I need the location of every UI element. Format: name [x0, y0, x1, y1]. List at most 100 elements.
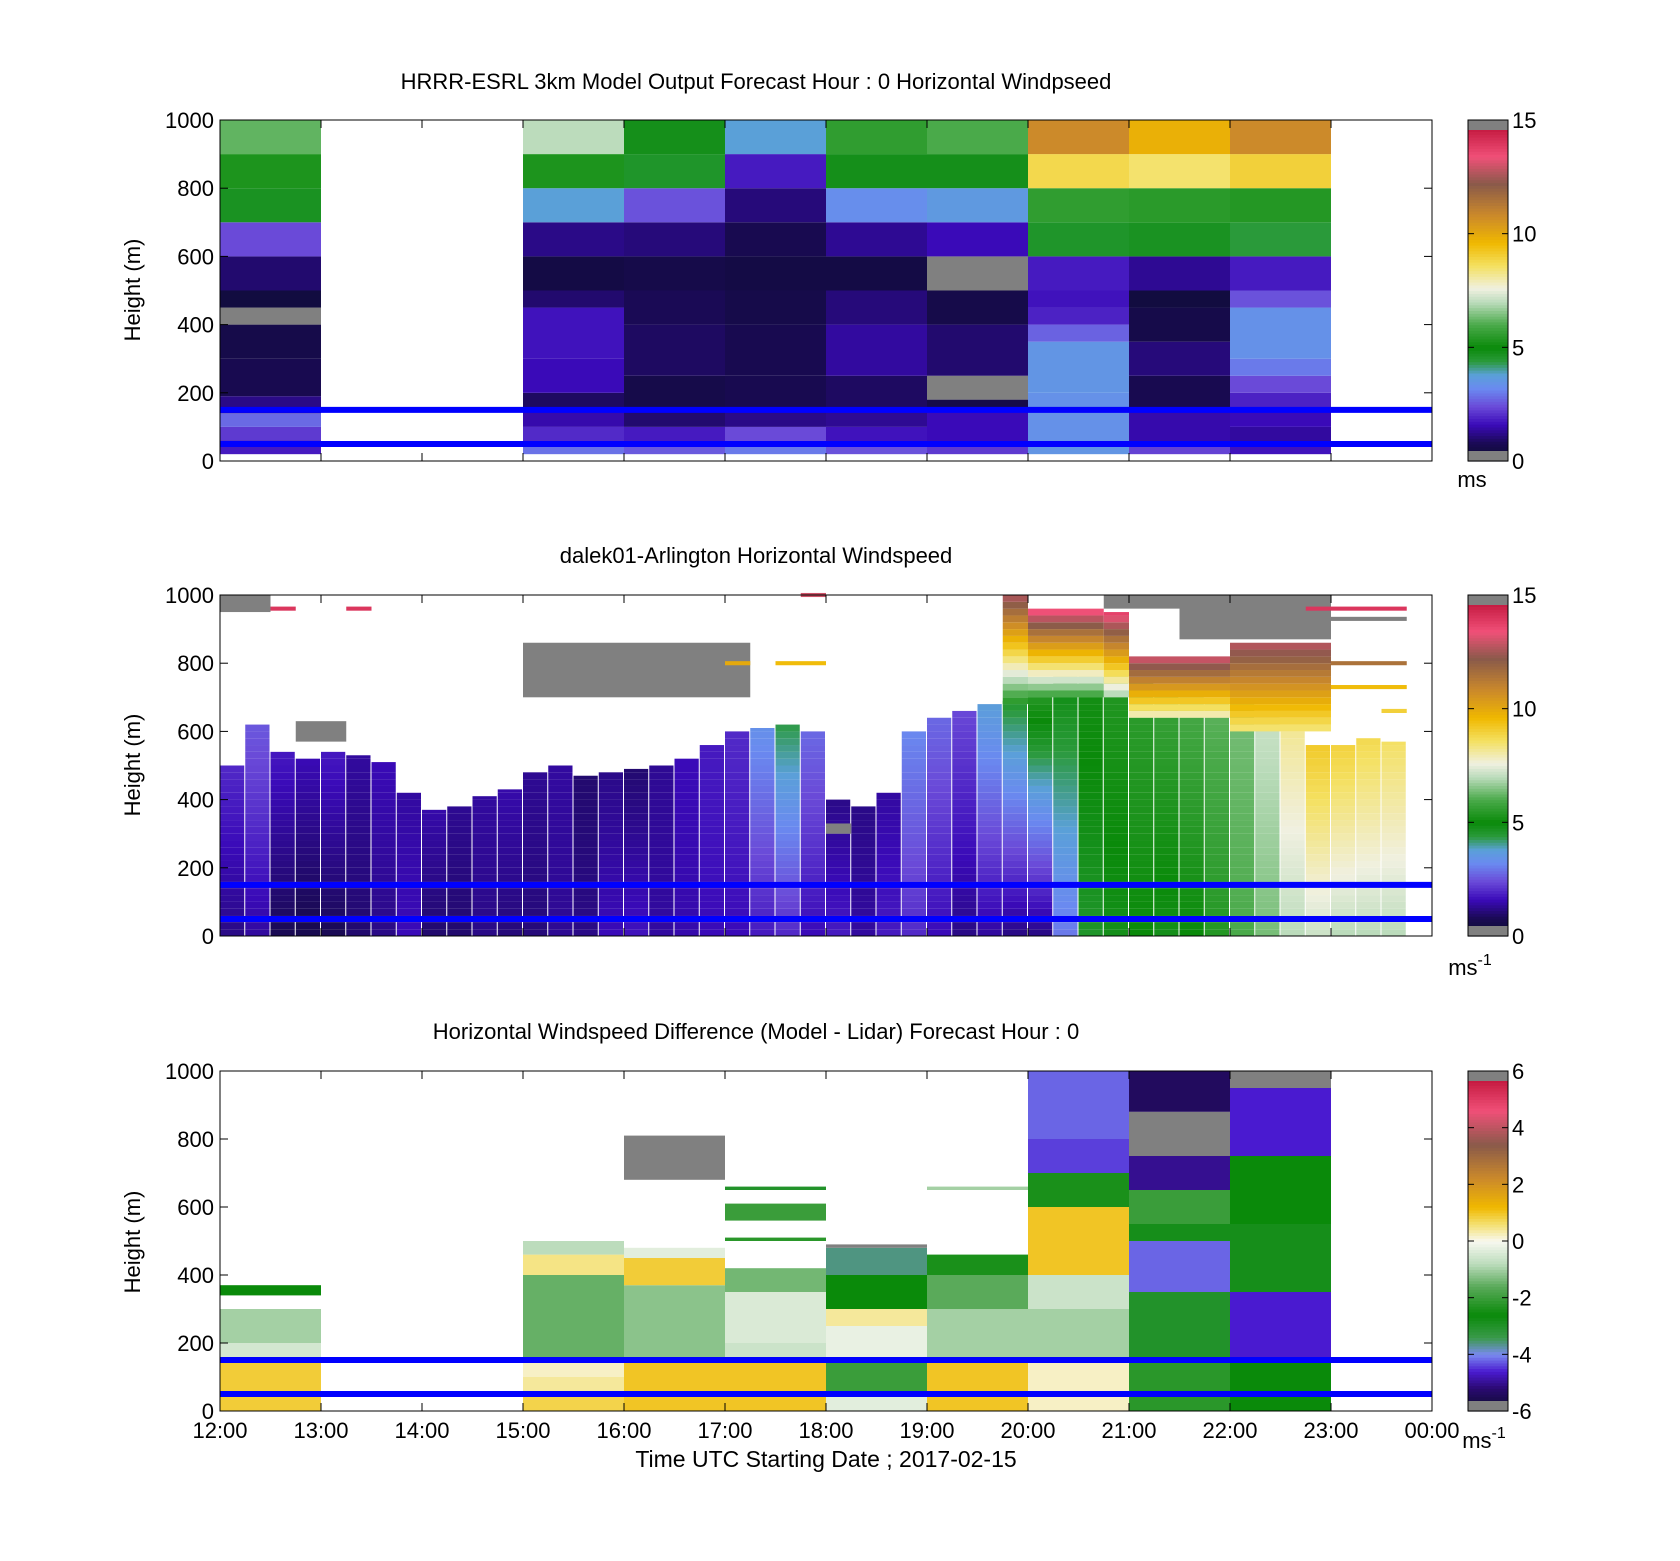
colorbar-segment [1468, 304, 1508, 309]
heatmap-cell [1356, 799, 1381, 807]
heatmap-cell [346, 792, 371, 800]
heatmap-cell [1028, 820, 1053, 827]
heatmap-cell [800, 731, 825, 739]
heatmap-cell [1154, 813, 1179, 821]
colorbar-segment [1468, 335, 1508, 340]
colorbar-segment [1468, 901, 1508, 906]
heatmap-cell [220, 813, 245, 821]
heatmap-cell [1129, 697, 1230, 705]
heatmap-cell [876, 929, 901, 936]
heatmap-cell [901, 874, 926, 882]
heatmap-cell [1028, 1139, 1129, 1173]
heatmap-cell [1230, 895, 1255, 902]
heatmap-cell [1078, 779, 1103, 786]
heatmap-cell [220, 895, 245, 902]
heatmap-cell [977, 874, 1002, 882]
heatmap-cell [826, 874, 851, 882]
heatmap-cell [699, 922, 724, 930]
heatmap-cell [750, 738, 775, 746]
y-tick-label: 0 [202, 924, 214, 949]
heatmap-cell [800, 792, 825, 800]
heatmap-cell [598, 813, 623, 821]
heatmap-cell [775, 895, 800, 902]
heatmap-cell [699, 901, 724, 909]
heatmap-cell [649, 888, 674, 896]
heatmap-cell [1331, 840, 1356, 848]
heatmap-cell [750, 826, 775, 834]
heatmap-cell [1078, 806, 1103, 814]
heatmap-cell [750, 792, 775, 800]
heatmap-cell [1103, 929, 1128, 936]
heatmap-cell [826, 847, 851, 855]
heatmap-cell [1002, 683, 1028, 691]
colorbar-segment [1468, 816, 1508, 821]
colorbar-segment [1468, 1368, 1508, 1372]
y-tick-label: 0 [202, 1399, 214, 1424]
heatmap-cell [826, 375, 927, 410]
heatmap-cell [725, 1343, 826, 1360]
colorbar-segment [1468, 1292, 1508, 1296]
heatmap-cell [422, 874, 447, 882]
heatmap-cell [1129, 929, 1154, 936]
heatmap-cell [977, 922, 1002, 930]
heatmap-cell [725, 847, 750, 855]
heatmap-cell [927, 874, 952, 882]
heatmap-cell [573, 874, 598, 882]
heatmap-cell [826, 154, 927, 189]
heatmap-cell [725, 792, 750, 800]
heatmap-cell [1154, 779, 1179, 786]
heatmap-cell [674, 901, 699, 909]
colorbar-segment [1468, 230, 1508, 235]
heatmap-cell [1028, 256, 1129, 291]
heatmap-cell [1381, 813, 1406, 821]
heatmap-cell [1204, 847, 1229, 855]
heatmap-cell [1230, 222, 1331, 257]
heatmap-cell [750, 727, 775, 732]
heatmap-cell [1002, 792, 1027, 800]
heatmap-cell [270, 779, 295, 786]
heatmap-cell [1129, 717, 1154, 725]
colorbar-segment [1468, 270, 1508, 275]
colorbar-segment [1468, 694, 1508, 698]
heatmap-cell [624, 409, 725, 427]
missing-cell [1129, 1111, 1230, 1156]
heatmap-cell [624, 785, 649, 793]
heatmap-cell [1103, 615, 1129, 623]
heatmap-cell [1204, 929, 1229, 936]
heatmap-cell [270, 840, 295, 848]
heatmap-cell [220, 324, 321, 359]
heatmap-cell [1053, 901, 1078, 909]
heatmap-cell [497, 874, 522, 882]
heatmap-cell [927, 779, 952, 786]
heatmap-cell [674, 792, 699, 800]
heatmap-cell [472, 901, 497, 909]
heatmap-cell [826, 290, 927, 325]
heatmap-cell [725, 375, 826, 410]
heatmap-cell [1078, 792, 1103, 800]
heatmap-cell [1002, 704, 1027, 711]
heatmap-cell [245, 724, 270, 732]
colorbar-segment [1468, 1226, 1508, 1231]
colorbar-segment [1468, 754, 1508, 758]
colorbar-segment [1468, 896, 1508, 900]
heatmap-cell [977, 847, 1002, 855]
heatmap-cell [346, 860, 371, 868]
heatmap-cell [295, 901, 320, 909]
heatmap-cell [901, 820, 926, 827]
heatmap-cell [598, 908, 623, 916]
heatmap-cell [497, 789, 522, 793]
heatmap-cell [1028, 443, 1129, 455]
heatmap-cell [1053, 710, 1078, 718]
heatmap-cell [1129, 1292, 1230, 1360]
heatmap-cell [371, 765, 396, 773]
colorbar-segment [1468, 355, 1508, 360]
heatmap-cell [1331, 779, 1356, 786]
colorbar-segment [1468, 401, 1508, 405]
heatmap-cell [851, 888, 876, 896]
heatmap-cell [1280, 799, 1305, 807]
colorbar-segment [1468, 1235, 1508, 1239]
colorbar-segment [1468, 637, 1508, 642]
colorbar-tick-label: 5 [1512, 810, 1524, 835]
heatmap-cell [548, 779, 573, 786]
colorbar-segment [1468, 629, 1508, 633]
